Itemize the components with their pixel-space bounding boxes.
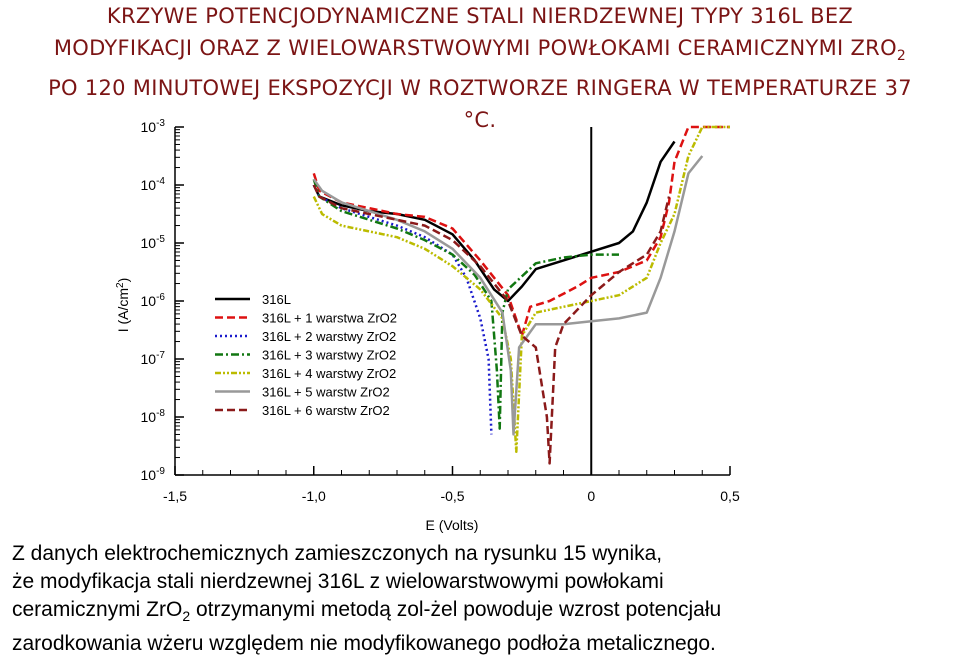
series-line [312,184,671,465]
title-line-4: °C. [463,108,497,133]
legend-label: 316L + 6 warstw ZrO2 [262,403,390,418]
y-axis-label-close: ) [115,278,131,283]
x-tick-label: -1,0 [302,488,326,504]
caption-line-2: że modyfikacja stali nierdzewnej 316L z … [12,570,664,593]
y-axis-label-sup: 2 [115,282,126,288]
chart-axes [174,127,730,476]
title-line-2-main: MODYFIKACJI ORAZ Z WIELOWARSTWOWYMI POWŁ… [53,36,897,60]
x-tick-label: 0,5 [720,488,740,504]
y-tick-label: 10-3 [141,118,166,135]
y-tick-label: 10-9 [141,466,166,483]
series-line [312,125,730,454]
legend-label: 316L + 5 warstw ZrO2 [262,385,390,400]
y-tick-label-base: 10 [141,235,157,251]
series-line [312,155,704,436]
series-line [312,125,730,338]
caption-line-1: Z danych elektrochemicznych zamieszczony… [12,542,663,565]
y-tick-label: 10-7 [141,350,166,367]
y-axis-label: I (A/cm2) [115,278,132,333]
y-tick-label: 10-4 [141,176,166,193]
y-tick-label-exponent: -4 [156,176,165,187]
x-tick-label: -0,5 [440,488,464,504]
y-tick-label: 10-8 [141,408,166,425]
x-tick-label: 0 [587,488,595,504]
caption-line-3-a: ceramicznymi ZrO [12,598,183,621]
polarization-chart: 10-310-410-510-610-710-810-9-1,5 -1,0 -0,5… [115,118,740,533]
caption-line-3: ceramicznymi ZrO2 otrzymanymi metodą zol… [12,596,952,630]
y-tick-label-exponent: -7 [156,350,165,361]
y-tick-label-base: 10 [141,351,157,367]
y-tick-label-base: 10 [141,409,157,425]
y-tick-label-exponent: -8 [156,408,165,419]
series-line [312,184,493,435]
title-line-2-sub: 2 [896,48,907,65]
caption-line-3-b: otrzymanymi metodą zol-żel powoduje wzro… [190,598,722,621]
legend-label: 316L + 3 warstwy ZrO2 [262,348,396,363]
y-tick-label-base: 10 [141,467,157,483]
title-line-3: PO 120 MINUTOWEJ EKSPOZYCJI W ROZTWORZE … [48,76,912,101]
y-tick-label-base: 10 [141,177,157,193]
x-tick-label: -1,5 [163,488,187,504]
legend-label: 316L + 1 warstwa ZrO2 [262,311,397,326]
chart-ticks: 10-310-410-510-610-710-810-9-1,5 -1,0 -0,5… [141,118,740,504]
x-axis-label: E (Volts) [426,517,479,533]
caption-line-3-sub: 2 [182,608,191,625]
chart-legend: 316L 316L + 1 warstwa ZrO2 316L + 2 warstw… [215,292,397,418]
series-line [312,178,619,430]
legend-label: 316L + 4 warstwy ZrO2 [262,366,396,381]
y-tick-label-base: 10 [141,119,157,135]
title-line-1: KRZYWE POTENCJODYNAMICZNE STALI NIERDZEW… [106,4,854,28]
y-tick-label-exponent: -3 [156,118,165,129]
y-tick-label-base: 10 [141,293,157,309]
legend-label: 316L [262,292,291,307]
y-tick-label-exponent: -9 [156,466,165,477]
y-tick-label: 10-6 [141,292,166,309]
y-tick-label-exponent: -5 [156,234,165,245]
y-axis-label-main: I (A/cm [115,288,131,332]
slide-title: KRZYWE POTENCJODYNAMICZNE STALI NIERDZEW… [0,0,960,136]
chart-series [312,125,730,465]
title-line-2: MODYFIKACJI ORAZ Z WIELOWARSTWOWYMI POWŁ… [0,32,960,72]
legend-label: 316L + 2 warstwy ZrO2 [262,329,396,344]
y-tick-label-exponent: -6 [156,292,165,303]
slide-caption: Z danych elektrochemicznych zamieszczony… [12,540,952,658]
y-tick-label: 10-5 [141,234,166,251]
caption-line-4: zarodkowania wżeru względem nie modyfiko… [12,632,716,656]
